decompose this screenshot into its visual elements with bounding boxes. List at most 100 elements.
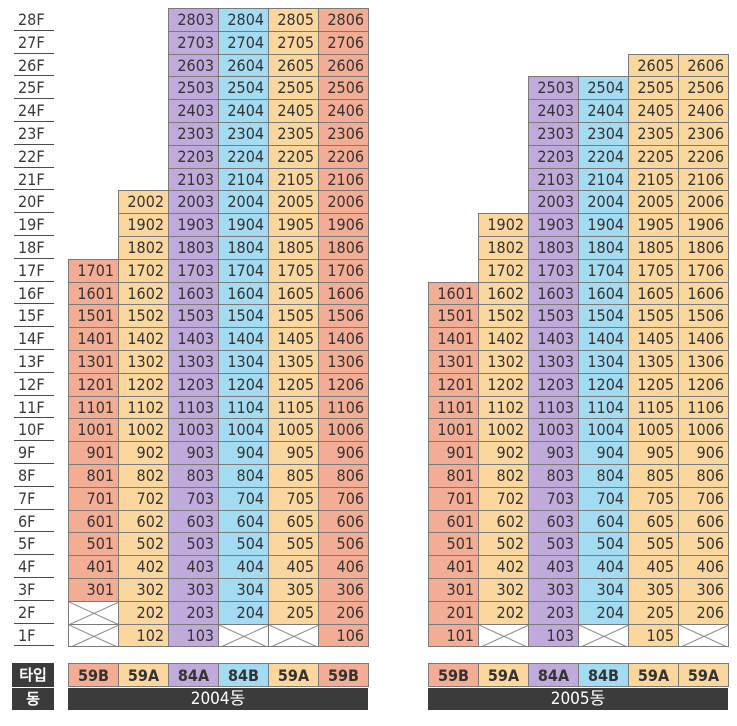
unit-cell: 1903 (528, 213, 579, 237)
unit-cell: 2004 (578, 190, 629, 215)
unit-type-cell: 84B (578, 663, 629, 687)
floor-label: 2F (14, 601, 54, 624)
unit-cell: 802 (118, 464, 169, 488)
unit-cell: 2203 (168, 144, 219, 169)
unit-cell: 1303 (168, 350, 219, 374)
unit-cell: 1603 (528, 281, 579, 306)
floor-label: 19F (14, 213, 54, 236)
unit-cell: 2103 (168, 167, 219, 192)
unit-cell: 705 (268, 486, 319, 511)
unit-cell: 704 (218, 486, 269, 511)
unit-cell: 302 (478, 578, 529, 602)
unit-cell: 802 (478, 464, 529, 488)
unit-cell: 106 (318, 623, 369, 648)
unit-cell: 504 (218, 532, 269, 557)
unit-cell: 902 (478, 441, 529, 465)
unit-cell: 806 (318, 464, 369, 488)
unit-cell: 1403 (168, 327, 219, 351)
unit-cell: 2406 (318, 99, 369, 123)
unit-cell: 204 (218, 600, 269, 625)
unit-cell: 1105 (628, 395, 679, 420)
unit-cell: 805 (628, 464, 679, 488)
unit-cell: 506 (318, 532, 369, 557)
unit-cell: 306 (678, 578, 729, 602)
unit-cell: 1906 (318, 213, 369, 237)
unit-cell: 1604 (218, 281, 269, 306)
unit-cell: 602 (118, 509, 169, 534)
unit-cell: 1502 (478, 304, 529, 329)
floor-label: 16F (14, 282, 54, 305)
unit-cell: 402 (478, 555, 529, 579)
unit-cell: 2206 (318, 144, 369, 169)
unit-cell: 1005 (268, 418, 319, 443)
unit-cell: 304 (578, 578, 629, 602)
unit-cell: 2505 (268, 76, 319, 101)
empty-unit-cell (68, 623, 119, 648)
unit-cell: 906 (678, 441, 729, 465)
unit-cell: 501 (428, 532, 479, 557)
unit-cell: 903 (168, 441, 219, 465)
unit-cell: 1004 (578, 418, 629, 443)
unit-cell: 505 (628, 532, 679, 557)
floor-label: 1F (14, 624, 54, 647)
unit-cell: 1106 (318, 395, 369, 420)
unit-cell: 305 (628, 578, 679, 602)
unit-cell: 1505 (268, 304, 319, 329)
unit-cell: 504 (578, 532, 629, 557)
floor-label: 7F (14, 487, 54, 510)
unit-cell: 2504 (578, 76, 629, 101)
floor-label: 20F (14, 190, 54, 214)
unit-type-cell: 59A (678, 663, 729, 687)
unit-cell: 904 (218, 441, 269, 465)
unit-cell: 603 (168, 509, 219, 534)
unit-cell: 2304 (218, 122, 269, 146)
unit-cell: 601 (68, 509, 119, 534)
floor-label: 3F (14, 578, 54, 601)
unit-cell: 606 (318, 509, 369, 534)
building-2004-name: 2004동 (68, 688, 368, 710)
unit-cell: 403 (528, 555, 579, 579)
unit-cell: 2403 (168, 99, 219, 123)
empty-unit-cell (578, 623, 629, 648)
unit-cell: 2203 (528, 144, 579, 169)
unit-cell: 1002 (118, 418, 169, 443)
unit-cell: 2503 (168, 76, 219, 101)
unit-cell: 1902 (478, 213, 529, 237)
unit-cell: 1601 (68, 281, 119, 306)
unit-cell: 1004 (218, 418, 269, 443)
unit-cell: 1404 (218, 327, 269, 351)
unit-cell: 1604 (578, 281, 629, 306)
unit-cell: 2804 (218, 8, 269, 32)
unit-cell: 1406 (318, 327, 369, 351)
unit-cell: 1201 (68, 372, 119, 397)
unit-cell: 1003 (528, 418, 579, 443)
unit-cell: 1001 (68, 418, 119, 443)
floor-label: 26F (14, 54, 54, 77)
unit-cell: 1906 (678, 213, 729, 237)
empty-unit-cell (68, 600, 119, 625)
unit-cell: 1302 (118, 350, 169, 374)
unit-cell: 2104 (578, 167, 629, 192)
unit-cell: 503 (528, 532, 579, 557)
unit-cell: 1101 (68, 395, 119, 420)
unit-cell: 2303 (528, 122, 579, 146)
unit-cell: 1303 (528, 350, 579, 374)
unit-cell: 1103 (528, 395, 579, 420)
unit-cell: 2204 (578, 144, 629, 169)
unit-cell: 1605 (628, 281, 679, 306)
unit-cell: 702 (118, 486, 169, 511)
unit-cell: 1602 (478, 281, 529, 306)
unit-cell: 306 (318, 578, 369, 602)
unit-cell: 1503 (528, 304, 579, 329)
unit-cell: 2506 (678, 76, 729, 101)
unit-cell: 1701 (68, 258, 119, 283)
floor-label: 17F (14, 259, 54, 282)
floor-label: 15F (14, 304, 54, 328)
unit-cell: 1905 (268, 213, 319, 237)
unit-cell: 1506 (678, 304, 729, 329)
unit-cell: 601 (428, 509, 479, 534)
unit-type-cell: 59A (628, 663, 679, 687)
unit-cell: 1606 (678, 281, 729, 306)
unit-cell: 2003 (168, 190, 219, 215)
unit-cell: 905 (628, 441, 679, 465)
